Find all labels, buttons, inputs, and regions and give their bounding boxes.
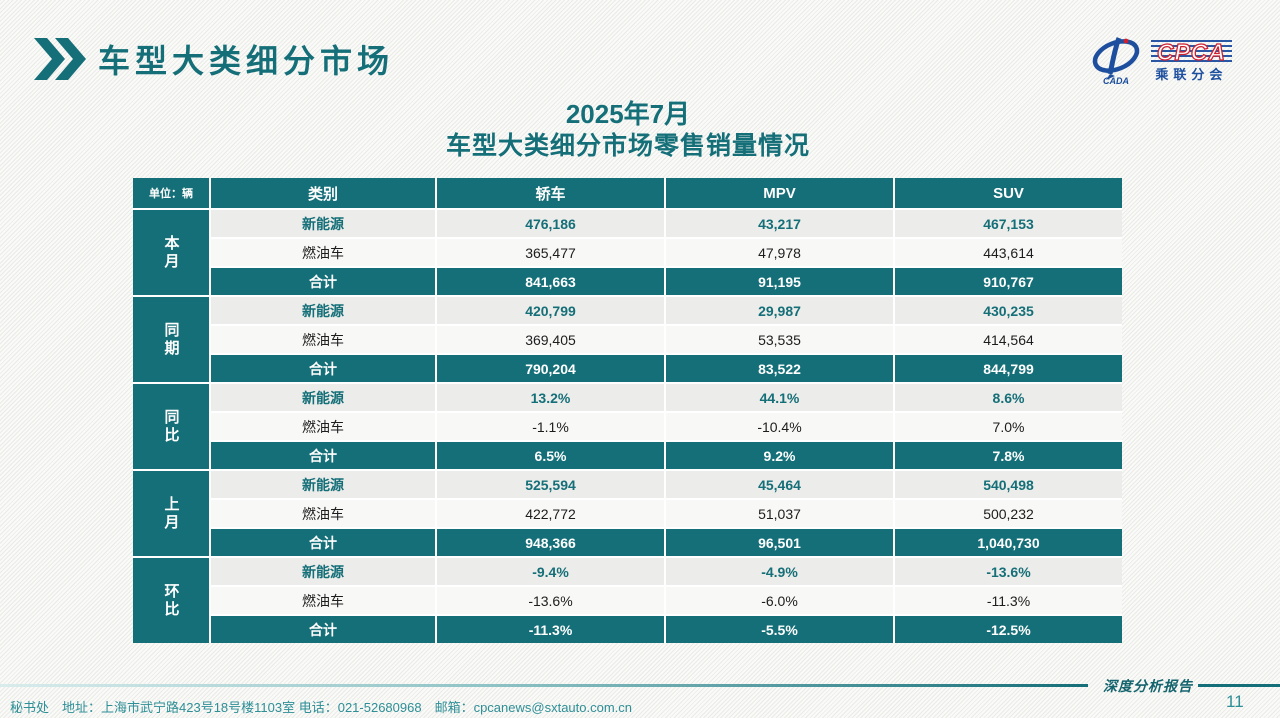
cell-value: 7.8%: [895, 442, 1122, 469]
cell-value: -13.6%: [895, 558, 1122, 585]
logo-subtext: 乘联分会: [1155, 66, 1228, 82]
cell-value: -11.3%: [895, 587, 1122, 614]
group-label: 同比: [133, 384, 209, 469]
row-label: 燃油车: [211, 239, 435, 266]
cell-value: -11.3%: [437, 616, 664, 643]
column-header: MPV: [666, 178, 893, 208]
cell-value: -13.6%: [437, 587, 664, 614]
cell-value: 420,799: [437, 297, 664, 324]
cell-value: -10.4%: [666, 413, 893, 440]
cell-value: 7.0%: [895, 413, 1122, 440]
sales-table: 单位：辆 类别 轿车 MPV SUV 本月 新能源 476,186 43,217 467,153 燃…: [133, 178, 1122, 643]
cell-value: 8.6%: [895, 384, 1122, 411]
row-label: 合计: [211, 529, 435, 556]
row-label: 合计: [211, 442, 435, 469]
column-header: 轿车: [437, 178, 664, 208]
cell-value: 51,037: [666, 500, 893, 527]
cell-value: 540,498: [895, 471, 1122, 498]
row-label: 燃油车: [211, 587, 435, 614]
row-label: 新能源: [211, 558, 435, 585]
row-label: 新能源: [211, 297, 435, 324]
slide-heading: 车型大类细分市场: [34, 36, 394, 82]
cell-value: -6.0%: [666, 587, 893, 614]
cell-value: 365,477: [437, 239, 664, 266]
logo-text: CPCA: [1150, 39, 1232, 65]
cell-value: 29,987: [666, 297, 893, 324]
cell-value: 500,232: [895, 500, 1122, 527]
cell-value: 1,040,730: [895, 529, 1122, 556]
cell-value: 414,564: [895, 326, 1122, 353]
logo-small-text: CADA: [1103, 76, 1129, 86]
row-label: 燃油车: [211, 413, 435, 440]
cell-value: -5.5%: [666, 616, 893, 643]
cell-value: 53,535: [666, 326, 893, 353]
cell-value: 948,366: [437, 529, 664, 556]
cpca-logo: CADA CPCA 乘联分会: [1089, 34, 1232, 86]
group-label: 同期: [133, 297, 209, 382]
row-label: 合计: [211, 616, 435, 643]
cell-value: 369,405: [437, 326, 664, 353]
cell-value: 910,767: [895, 268, 1122, 295]
cell-value: 83,522: [666, 355, 893, 382]
group-label: 本月: [133, 210, 209, 295]
report-type-label: 深度分析报告: [1103, 679, 1193, 695]
cell-value: 476,186: [437, 210, 664, 237]
page-title: 车型大类细分市场: [98, 43, 395, 79]
cell-value: -1.1%: [437, 413, 664, 440]
table-title-line2: 车型大类细分市场零售销量情况: [445, 131, 810, 160]
cell-value: 96,501: [666, 529, 893, 556]
column-header: SUV: [895, 178, 1122, 208]
cell-value: 844,799: [895, 355, 1122, 382]
cpca-logo-mark-icon: CADA: [1092, 37, 1140, 86]
row-label: 燃油车: [211, 326, 435, 353]
cell-value: -4.9%: [666, 558, 893, 585]
cell-value: 9.2%: [666, 442, 893, 469]
row-label: 新能源: [211, 471, 435, 498]
group-label: 上月: [133, 471, 209, 556]
cell-value: 47,978: [666, 239, 893, 266]
group-label: 环比: [133, 558, 209, 643]
cell-value: 422,772: [437, 500, 664, 527]
cell-value: 525,594: [437, 471, 664, 498]
cell-value: 430,235: [895, 297, 1122, 324]
table-unit-label: 单位：辆: [133, 178, 209, 208]
footer-contact: 秘书处 地址：上海市武宁路423号18号楼1103室 电话：021-526809…: [10, 700, 633, 715]
row-label: 燃油车: [211, 500, 435, 527]
row-label: 合计: [211, 355, 435, 382]
cell-value: 443,614: [895, 239, 1122, 266]
cell-value: -12.5%: [895, 616, 1122, 643]
cell-value: -9.4%: [437, 558, 664, 585]
row-label: 新能源: [211, 210, 435, 237]
column-header: 类别: [211, 178, 435, 208]
cell-value: 91,195: [666, 268, 893, 295]
cell-value: 467,153: [895, 210, 1122, 237]
cell-value: 841,663: [437, 268, 664, 295]
row-label: 合计: [211, 268, 435, 295]
cell-value: 44.1%: [666, 384, 893, 411]
row-label: 新能源: [211, 384, 435, 411]
cell-value: 13.2%: [437, 384, 664, 411]
double-chevron-icon: [34, 38, 86, 80]
cell-value: 45,464: [666, 471, 893, 498]
table-title-line1: 2025年7月: [565, 99, 691, 129]
page-number: 11: [1226, 692, 1244, 711]
cell-value: 790,204: [437, 355, 664, 382]
table-title: 2025年7月 车型大类细分市场零售销量情况: [133, 98, 1123, 162]
footer-divider-left: [0, 684, 1088, 687]
cell-value: 6.5%: [437, 442, 664, 469]
cell-value: 43,217: [666, 210, 893, 237]
footer-divider-right: [1198, 684, 1280, 687]
